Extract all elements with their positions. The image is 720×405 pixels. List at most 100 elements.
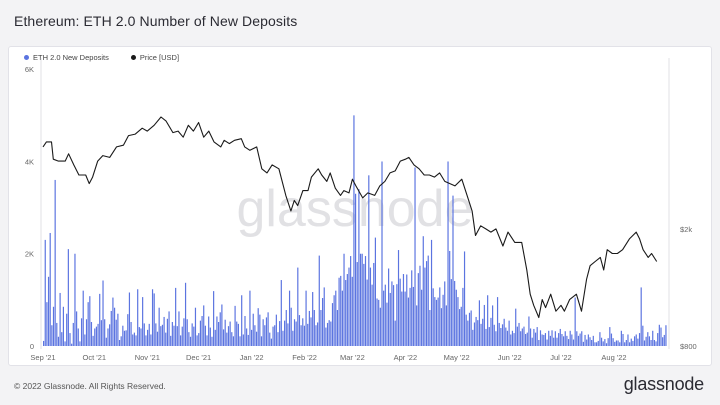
deposit-bar: [87, 302, 89, 346]
deposit-bar: [658, 324, 660, 346]
deposit-bar: [529, 328, 532, 346]
deposit-bar: [138, 327, 140, 346]
deposit-bar: [61, 332, 63, 346]
deposit-bar: [85, 319, 88, 346]
deposit-bar: [173, 325, 175, 346]
deposit-bar: [150, 334, 152, 346]
deposit-bar: [605, 343, 608, 346]
deposit-bar: [440, 308, 443, 346]
deposit-bar: [359, 253, 362, 346]
deposit-bar: [298, 315, 301, 346]
deposit-bar: [181, 326, 183, 346]
deposit-bar: [619, 342, 621, 346]
deposit-bar: [189, 336, 192, 346]
deposit-bar: [373, 262, 375, 346]
deposit-bar: [427, 255, 429, 346]
deposit-bar: [59, 292, 61, 346]
deposit-bar: [587, 334, 589, 346]
deposit-bar: [445, 305, 447, 346]
deposit-bar: [496, 297, 499, 346]
legend-item-price[interactable]: Price [USD]: [130, 53, 180, 62]
deposit-bar: [165, 332, 167, 346]
deposit-bar: [358, 189, 360, 346]
deposit-bar: [211, 336, 213, 346]
deposit-bar: [270, 338, 272, 346]
deposit-bar: [528, 316, 530, 346]
deposit-bar: [389, 292, 391, 346]
deposit-bar: [123, 330, 126, 346]
deposit-bar: [300, 325, 302, 346]
deposit-bar: [582, 341, 584, 346]
deposit-bar: [71, 343, 73, 346]
deposit-bar: [607, 338, 609, 346]
deposit-bar: [348, 267, 350, 346]
deposit-bar: [662, 337, 664, 346]
deposit-bar: [539, 330, 542, 346]
deposit-bar: [128, 292, 131, 346]
deposit-bar: [47, 276, 50, 346]
deposit-bar: [586, 339, 588, 346]
deposit-bar: [284, 320, 286, 346]
deposit-bar: [168, 311, 170, 346]
deposit-bar: [563, 336, 565, 346]
deposit-bar: [521, 328, 523, 346]
deposit-bar: [478, 300, 480, 346]
deposit-bar: [133, 332, 135, 346]
deposit-bar: [612, 338, 614, 346]
deposit-bar: [407, 297, 410, 346]
deposit-bar: [399, 278, 401, 346]
deposit-bar: [57, 336, 60, 346]
deposit-bar: [419, 265, 421, 346]
deposit-bar: [94, 328, 96, 346]
deposit-bar: [513, 333, 515, 346]
deposit-bar: [113, 307, 116, 346]
deposit-bar: [239, 336, 241, 346]
deposit-bar: [280, 280, 282, 346]
deposit-bar: [186, 319, 188, 346]
deposit-bar: [449, 250, 451, 346]
deposit-bar: [366, 279, 368, 346]
deposit-bar: [224, 319, 226, 346]
deposit-bar: [655, 341, 657, 346]
deposit-bar: [363, 263, 365, 346]
deposit-bar: [500, 328, 502, 346]
deposit-bar: [569, 330, 571, 346]
deposit-bar: [145, 335, 147, 346]
deposit-bar: [526, 332, 528, 346]
deposit-bar: [194, 307, 197, 346]
deposit-bar: [503, 318, 505, 346]
deposit-bar: [424, 267, 426, 346]
deposit-bar: [191, 323, 193, 346]
legend-item-deposits[interactable]: ETH 2.0 New Deposits: [24, 53, 109, 62]
deposit-bar: [414, 167, 416, 346]
deposit-bar: [326, 322, 329, 346]
deposit-bar: [236, 321, 238, 346]
deposit-bar: [249, 290, 251, 346]
deposit-bar: [376, 298, 378, 346]
deposit-bar: [447, 161, 449, 346]
deposit-bar: [269, 332, 271, 346]
deposit-bar: [584, 334, 586, 346]
deposit-bar: [561, 334, 563, 346]
deposit-bar: [170, 335, 172, 346]
deposit-bar: [317, 322, 319, 346]
deposit-bar: [554, 331, 556, 346]
deposit-bar: [444, 281, 446, 346]
deposit-bar: [143, 323, 145, 346]
deposit-bar: [596, 342, 598, 346]
bars-layer: [43, 115, 667, 346]
deposit-bar: [79, 341, 81, 346]
deposit-bar: [617, 340, 619, 346]
glassnode-logo[interactable]: glassnode: [623, 374, 704, 394]
deposit-bar: [323, 287, 325, 346]
legend-deposits-label: ETH 2.0 New Deposits: [33, 53, 109, 62]
legend-price-label: Price [USD]: [139, 53, 180, 62]
deposit-bar: [107, 328, 109, 346]
deposit-bar: [313, 310, 315, 346]
x-tick-label: Sep '21: [30, 353, 55, 362]
deposit-bar: [155, 323, 157, 346]
deposit-bar: [175, 287, 177, 346]
deposit-bar: [295, 321, 297, 346]
deposit-bar: [624, 342, 626, 346]
deposit-bar: [402, 274, 405, 346]
